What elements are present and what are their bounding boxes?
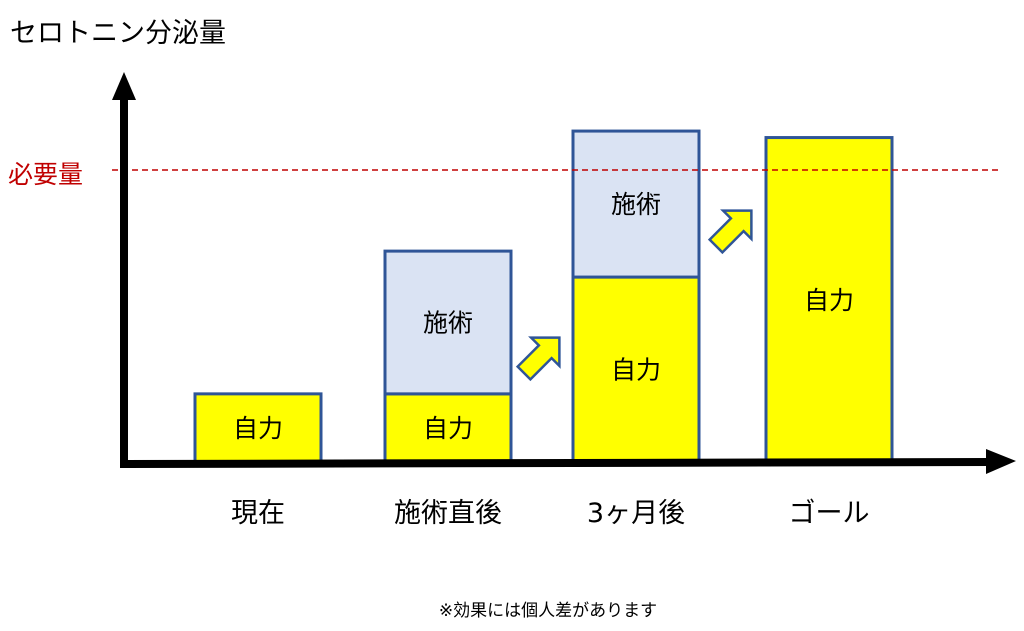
y-axis-arrowhead: [112, 72, 136, 100]
chart-title: セロトニン分泌量: [10, 18, 226, 49]
bar-segment-label: 自力: [804, 286, 854, 315]
x-axis-arrowhead: [986, 449, 1016, 474]
bar-segment-self: [571, 275, 701, 464]
x-tick-label: 3ヶ月後: [587, 498, 685, 529]
arrows-group: [515, 209, 753, 382]
footnote: ※効果には個人差があります: [439, 601, 657, 621]
bar-segment-label: 自力: [611, 356, 661, 385]
axes-group: [112, 72, 1016, 474]
bar-segment-label: 自力: [233, 414, 283, 443]
x-tick-label: 施術直後: [394, 498, 502, 529]
bar-segment-treatment: [571, 129, 701, 279]
bar-segment-treatment: [383, 249, 513, 396]
x-tick-label: 現在: [231, 498, 285, 529]
progress-arrow-icon: [707, 209, 753, 255]
bar-segment-self: [193, 392, 323, 464]
bar-segment-self: [764, 136, 894, 464]
x-tick-label: ゴール: [789, 498, 870, 529]
bar-segment-label: 施術: [423, 308, 473, 337]
arrow-shape: [515, 336, 561, 382]
arrow-shape: [707, 209, 753, 255]
reference-line-label: 必要量: [8, 160, 83, 189]
x-tick-labels: 現在 施術直後 3ヶ月後 ゴール: [231, 498, 870, 529]
x-axis-line: [119, 458, 991, 468]
bar-segment-label: 自力: [423, 414, 473, 443]
progress-arrow-icon: [515, 336, 561, 382]
bar-segment-label: 施術: [611, 190, 661, 219]
